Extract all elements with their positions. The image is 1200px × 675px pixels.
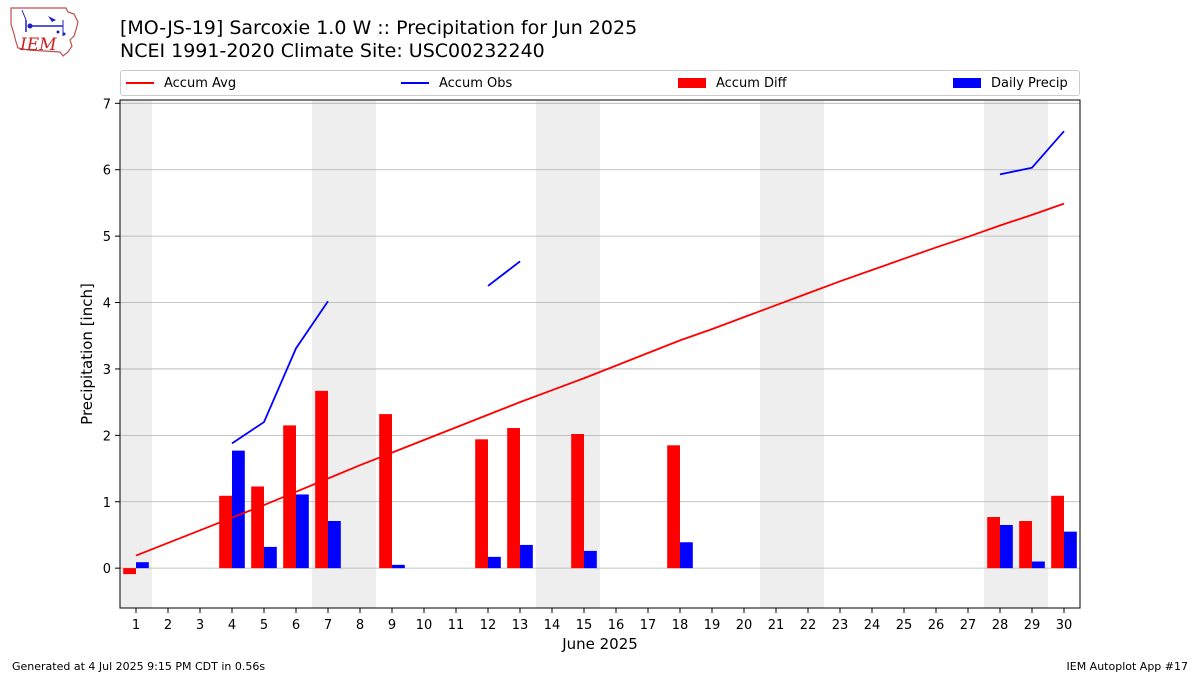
daily-precip-bar — [1064, 531, 1077, 569]
x-tick-label: 16 — [608, 618, 625, 633]
x-tick-label: 12 — [480, 618, 497, 633]
accum-diff-bar — [1019, 521, 1032, 569]
legend-item-accum-avg: Accum Avg — [126, 71, 236, 95]
legend-item-accum-obs: Accum Obs — [401, 71, 512, 95]
legend-label-accum-avg: Accum Avg — [164, 75, 237, 91]
accum-diff-bar — [283, 425, 296, 569]
x-tick-label: 29 — [1024, 618, 1041, 633]
legend-swatch-accum-diff — [678, 78, 706, 88]
daily-precip-bar — [264, 546, 277, 569]
accum-diff-bar — [219, 495, 232, 569]
daily-precip-bar — [1032, 561, 1045, 569]
legend-label-accum-obs: Accum Obs — [439, 75, 513, 91]
daily-precip-bar — [392, 564, 405, 569]
y-tick-label: 6 — [103, 164, 111, 179]
y-tick-label: 0 — [103, 562, 111, 577]
x-tick-label: 10 — [416, 618, 433, 633]
daily-precip-bar — [328, 521, 341, 569]
x-tick-label: 1 — [132, 618, 140, 633]
x-tick-label: 11 — [448, 618, 465, 633]
x-axis-label: June 2025 — [561, 635, 638, 653]
x-tick-label: 18 — [672, 618, 689, 633]
x-tick-label: 8 — [356, 618, 364, 633]
y-tick-label: 4 — [103, 297, 111, 312]
x-tick-label: 23 — [832, 618, 849, 633]
plot-frame — [119, 99, 1081, 609]
accum-diff-bar — [571, 434, 584, 569]
accum-diff-bar — [1051, 495, 1064, 569]
daily-precip-bar — [232, 450, 245, 569]
y-axis-label: Precipitation [inch] — [78, 283, 96, 425]
accum-obs-line — [487, 260, 521, 287]
x-tick-label: 24 — [864, 618, 881, 633]
legend-item-accum-diff: Accum Diff — [678, 71, 787, 95]
app-note: IEM Autoplot App #17 — [1066, 660, 1189, 673]
x-tick-label: 4 — [228, 618, 236, 633]
legend-swatch-accum-obs — [401, 82, 429, 84]
accum-avg-line — [135, 202, 1065, 557]
legend-swatch-accum-avg — [126, 82, 154, 84]
accum-obs-line — [231, 300, 329, 445]
x-tick-label: 7 — [324, 618, 332, 633]
accum-diff-bar — [475, 439, 488, 569]
x-tick-label: 28 — [992, 618, 1009, 633]
y-tick-label: 1 — [103, 496, 111, 511]
accum-obs-line — [999, 130, 1065, 176]
legend-label-accum-diff: Accum Diff — [716, 75, 787, 91]
legend-label-daily-precip: Daily Precip — [991, 75, 1068, 91]
legend-item-daily-precip: Daily Precip — [953, 71, 1068, 95]
x-tick-label: 15 — [576, 618, 593, 633]
x-tick-label: 19 — [704, 618, 721, 633]
x-tick-label: 17 — [640, 618, 657, 633]
y-tick-label: 3 — [103, 363, 111, 378]
x-tick-label: 30 — [1056, 618, 1073, 633]
legend: Accum Avg Accum Obs Accum Diff Daily Pre… — [120, 70, 1080, 96]
logo-text: IEM — [19, 35, 57, 55]
daily-precip-bar — [296, 494, 309, 569]
accum-diff-bar — [507, 428, 520, 569]
x-tick-label: 3 — [196, 618, 204, 633]
x-tick-label: 13 — [512, 618, 529, 633]
daily-precip-bar — [1000, 524, 1013, 569]
x-tick-label: 22 — [800, 618, 817, 633]
chart-subtitle: NCEI 1991-2020 Climate Site: USC00232240 — [120, 40, 545, 62]
generated-note: Generated at 4 Jul 2025 9:15 PM CDT in 0… — [12, 660, 266, 673]
x-tick-label: 6 — [292, 618, 300, 633]
daily-precip-bar — [584, 550, 597, 569]
weekend-shading — [760, 100, 824, 608]
x-tick-label: 20 — [736, 618, 753, 633]
daily-precip-bar — [488, 556, 501, 569]
accum-diff-bar — [251, 486, 264, 569]
accum-diff-bar — [123, 568, 136, 575]
daily-precip-bar — [680, 542, 693, 569]
x-tick-label: 14 — [544, 618, 561, 633]
x-tick-label: 26 — [928, 618, 945, 633]
weekend-shading — [120, 100, 152, 608]
iem-logo: IEM — [10, 7, 79, 57]
weekend-shading — [536, 100, 600, 608]
accum-diff-bar — [315, 390, 328, 569]
y-tick-label: 7 — [103, 97, 111, 112]
x-tick-label: 9 — [388, 618, 396, 633]
x-tick-label: 2 — [164, 618, 172, 633]
y-tick-label: 5 — [103, 230, 111, 245]
accum-diff-bar — [379, 414, 392, 569]
chart-title: [MO-JS-19] Sarcoxie 1.0 W :: Precipitati… — [120, 17, 638, 39]
accum-diff-bar — [987, 517, 1000, 569]
x-tick-label: 21 — [768, 618, 785, 633]
x-tick-label: 25 — [896, 618, 913, 633]
legend-swatch-daily-precip — [953, 78, 981, 88]
daily-precip-bar — [136, 562, 149, 569]
x-tick-label: 27 — [960, 618, 977, 633]
y-tick-label: 2 — [103, 429, 111, 444]
accum-diff-bar — [667, 445, 680, 569]
x-tick-label: 5 — [260, 618, 268, 633]
daily-precip-bar — [520, 544, 533, 569]
